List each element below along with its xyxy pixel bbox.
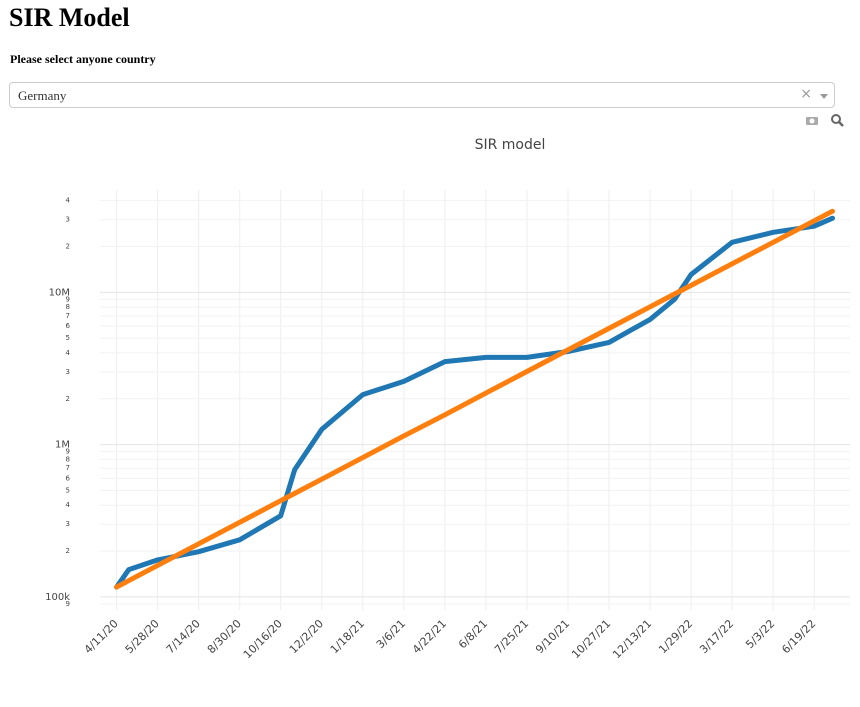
y-tick-label: 6 [66, 474, 71, 482]
y-tick-label: 8 [66, 303, 70, 311]
y-tick-label: 9 [66, 600, 70, 608]
x-tick-label: 3/6/21 [374, 617, 408, 651]
y-tick-label: 5 [66, 334, 70, 342]
zoom-icon[interactable] [831, 114, 844, 127]
x-tick-label: 6/8/21 [456, 617, 490, 651]
x-tick-label: 3/17/22 [697, 617, 736, 656]
dropdown-value: Germany [18, 88, 67, 103]
x-tick-label: 12/2/20 [287, 617, 326, 656]
x-tick-label: 1/18/21 [328, 617, 367, 656]
y-tick-label: 9 [66, 448, 70, 456]
dropdown-label: Please select anyone country [10, 52, 156, 66]
x-tick-label: 8/30/20 [205, 617, 244, 656]
y-tick-label: 2 [66, 547, 70, 555]
series-line [114, 208, 835, 590]
x-tick-label: 6/19/22 [779, 617, 818, 656]
page-title: SIR Model [9, 3, 130, 32]
y-tick-label: 3 [66, 368, 70, 376]
grid [100, 190, 850, 610]
y-tick-label: 8 [66, 455, 70, 463]
y-tick-label: 3 [66, 520, 70, 528]
country-dropdown[interactable]: Germany × [9, 82, 835, 108]
y-tick-label: 4 [66, 197, 71, 205]
y-tick-label: 4 [66, 349, 71, 357]
y-tick-label: 4 [66, 501, 71, 509]
x-tick-label: 9/10/21 [533, 617, 572, 656]
x-tick-label: 4/11/20 [82, 617, 121, 656]
clear-button[interactable]: × [800, 86, 812, 102]
y-tick-label: 2 [66, 395, 70, 403]
y-tick-label: 2 [66, 243, 70, 251]
y-tick-label: 100k [45, 592, 70, 603]
y-tick-label: 3 [66, 216, 70, 224]
y-tick-label: 5 [66, 486, 70, 494]
y-tick-label: 1M [55, 440, 70, 451]
y-tick-label: 7 [66, 464, 70, 472]
x-tick-label: 7/14/20 [164, 617, 203, 656]
x-tick-label: 7/25/21 [492, 617, 531, 656]
y-tick-label: 6 [66, 322, 71, 330]
y-tick-label: 9 [66, 295, 70, 303]
x-tick-label: 1/29/22 [656, 617, 695, 656]
dropdown-arrow[interactable] [820, 94, 828, 99]
series-line [114, 215, 835, 590]
x-tick-label: 4/22/21 [410, 617, 449, 656]
y-tick-label: 10M [49, 287, 70, 298]
x-tick-label: 10/16/20 [241, 617, 285, 661]
x-tick-label: 5/3/22 [743, 617, 777, 651]
x-tick-label: 12/13/21 [610, 617, 654, 661]
x-tick-label: 10/27/21 [569, 617, 613, 661]
camera-icon[interactable] [806, 117, 818, 125]
y-tick-label: 7 [66, 312, 70, 320]
chart: SIR model 4/11/20 5/28/20 7/14/20 8/30/2010… [45, 114, 850, 661]
chart-title: SIR model [475, 137, 546, 153]
x-tick-label: 5/28/20 [123, 617, 162, 656]
